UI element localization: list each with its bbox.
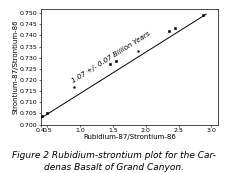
X-axis label: Rubidium-87/Strontium-86: Rubidium-87/Strontium-86 — [83, 134, 176, 140]
Y-axis label: Strontium-87/Strontium-86: Strontium-87/Strontium-86 — [12, 19, 18, 114]
Text: denas Basalt of Grand Canyon.: denas Basalt of Grand Canyon. — [44, 163, 183, 172]
Text: 1.07 +/- 0.07 Billion Years: 1.07 +/- 0.07 Billion Years — [70, 31, 151, 84]
Text: Figure 2 Rubidium-strontium plot for the Car-: Figure 2 Rubidium-strontium plot for the… — [12, 151, 215, 160]
